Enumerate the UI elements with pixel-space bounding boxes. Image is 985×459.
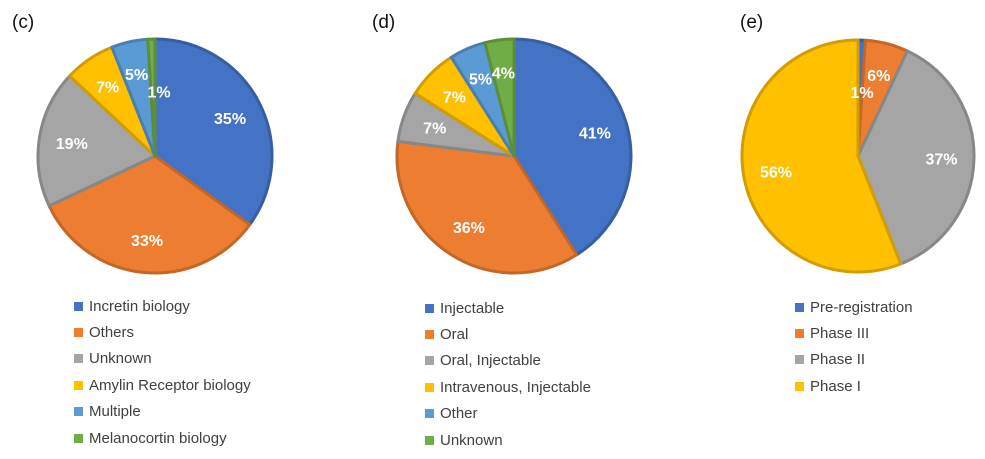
legend-swatch	[74, 433, 83, 443]
legend-label: Oral, Injectable	[440, 352, 541, 370]
legend-item-pre-registration: Pre-registration	[795, 294, 913, 320]
legend-label: Phase II	[810, 351, 866, 369]
legend-swatch	[795, 302, 804, 312]
legend-label: Intravenous, Injectable	[440, 378, 591, 396]
legend-label: Other	[440, 405, 478, 423]
legend-item-amylin-receptor-biology: Amylin Receptor biology	[74, 372, 251, 398]
legend-swatch	[425, 382, 434, 392]
legend-item-oral-injectable: Oral, Injectable	[425, 348, 591, 374]
legend-item-others: Others	[74, 319, 251, 345]
legend-label: Oral	[440, 326, 469, 344]
data-label-oral: 36%	[453, 220, 485, 237]
pie-slice-incretin-biology	[153, 37, 274, 227]
legend-item-phase-iii: Phase III	[795, 320, 913, 346]
data-label-phase-iii: 6%	[867, 68, 890, 85]
legend-label: Pre-registration	[810, 298, 913, 316]
pie-slice-oral	[395, 139, 579, 275]
legend-item-multiple: Multiple	[74, 399, 251, 425]
legend-swatch	[74, 301, 83, 311]
legend-label: Amylin Receptor biology	[89, 376, 251, 394]
legend-swatch	[74, 407, 83, 417]
legend-item-unknown: Unknown	[425, 427, 591, 453]
data-label-unknown: 19%	[56, 136, 88, 153]
data-label-phase-i: 56%	[760, 165, 792, 182]
data-label-phase-ii: 37%	[925, 152, 957, 169]
pie-slice-melanocortin-biology	[146, 37, 157, 158]
legend-label: Phase I	[810, 377, 861, 395]
pie-chart-d: 41%36%7%7%5% 4%	[395, 37, 633, 275]
panel-d: (d) 41% 36% 7% 7% 5% 4% Injectable Oral Oral, I…	[330, 0, 660, 459]
legend-swatch	[795, 329, 804, 339]
panel-label: (c)	[12, 12, 35, 33]
pie-chart-e: 1%6% 37% 56%	[740, 38, 976, 274]
legend-label: Injectable	[440, 299, 505, 317]
data-label-oral-injectable: 7%	[423, 120, 446, 137]
data-label-melanocortin-biology: 1%	[147, 85, 170, 102]
legend-c: Incretin biology Others Unknown Amylin Rece…	[74, 293, 251, 451]
legend-item-incretin-biology: Incretin biology	[74, 293, 251, 319]
data-label-multiple: 5%	[125, 67, 148, 84]
legend-swatch	[425, 409, 434, 419]
legend-e: Pre-registration Phase III Phase II Phase I	[795, 294, 913, 400]
legend-swatch	[74, 354, 83, 364]
data-label-others: 33%	[131, 233, 163, 250]
legend-item-intravenous-injectable: Intravenous, Injectable	[425, 374, 591, 400]
panel-label: (e)	[740, 12, 764, 33]
legend-label: Phase III	[810, 325, 870, 343]
legend-item-oral: Oral	[425, 321, 591, 347]
panel-label: (d)	[372, 12, 396, 33]
legend-swatch	[425, 435, 434, 445]
legend-swatch	[74, 380, 83, 390]
legend-label: Unknown	[440, 431, 503, 449]
pie-chart-c: 35% 33% 19% 7% 5%1%	[36, 37, 274, 275]
legend-label: Multiple	[89, 403, 141, 421]
legend-label: Melanocortin biology	[89, 429, 227, 447]
panel-c: (c) 35% 33% 19% 7% 5% 1% Incretin biology Othe…	[0, 0, 330, 459]
legend-item-melanocortin-biology: Melanocortin biology	[74, 425, 251, 451]
legend-item-other: Other	[425, 401, 591, 427]
data-label-amylin-receptor-biology: 7%	[96, 79, 119, 96]
legend-item-unknown: Unknown	[74, 346, 251, 372]
legend-item-injectable: Injectable	[425, 295, 591, 321]
legend-swatch	[425, 330, 434, 340]
pie-slice-unknown	[483, 37, 516, 158]
data-label-injectable: 41%	[579, 125, 611, 142]
legend-label: Others	[89, 324, 135, 342]
data-label-pre-registration: 1%	[850, 85, 873, 102]
legend-swatch	[795, 355, 804, 365]
data-label-unknown: 4%	[492, 65, 515, 82]
legend-swatch	[425, 303, 434, 313]
panel-e: (e) 1% 6% 37% 56% Pre-registration Phase III…	[660, 0, 985, 459]
pie-slice-others	[47, 154, 252, 275]
data-label-incretin-biology: 35%	[214, 111, 246, 128]
pie-slice-unknown	[36, 74, 157, 208]
legend-label: Unknown	[89, 350, 152, 368]
legend-item-phase-ii: Phase II	[795, 347, 913, 373]
legend-label: Incretin biology	[89, 297, 190, 315]
legend-swatch	[74, 328, 83, 338]
pie-slice-phase-ii	[856, 49, 976, 266]
legend-swatch	[425, 356, 434, 366]
legend-d: Injectable Oral Oral, Injectable Intravenou…	[425, 295, 591, 453]
data-label-other: 5%	[469, 72, 492, 89]
pie-slice-phase-i	[740, 38, 903, 274]
legend-swatch	[795, 381, 804, 391]
legend-item-phase-i: Phase I	[795, 373, 913, 399]
data-label-intravenous-injectable: 7%	[443, 89, 466, 106]
